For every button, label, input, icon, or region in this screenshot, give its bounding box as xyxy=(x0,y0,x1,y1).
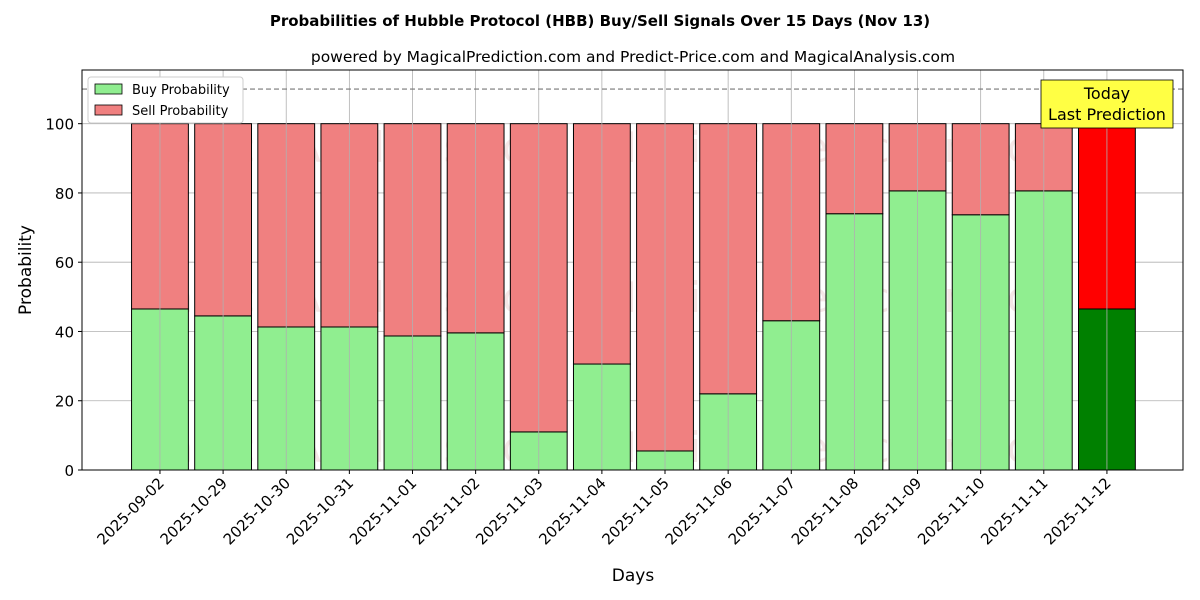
legend: Buy Probability Sell Probability xyxy=(87,76,244,124)
x-tick-label: 2025-09-02 xyxy=(93,474,167,548)
legend-label-buy: Buy Probability xyxy=(132,83,230,98)
x-tick-label: 2025-11-06 xyxy=(662,474,736,548)
y-tick-label: 40 xyxy=(55,323,74,341)
y-tick-label: 0 xyxy=(64,462,74,480)
x-tick-label: 2025-10-31 xyxy=(283,474,357,548)
y-tick-label: 20 xyxy=(55,393,74,411)
y-tick-label: 60 xyxy=(55,254,74,272)
chart-title: Probabilities of Hubble Protocol (HBB) B… xyxy=(270,12,930,30)
legend-swatch-buy xyxy=(94,83,123,95)
legend-swatch-sell xyxy=(94,104,123,116)
y-tick-label: 100 xyxy=(45,116,74,134)
x-tick-label: 2025-11-10 xyxy=(914,474,988,548)
x-axis-label: Days xyxy=(612,566,655,586)
plot-frame xyxy=(81,69,1184,471)
x-tick-label: 2025-10-30 xyxy=(220,474,294,548)
today-annotation: Today Last Prediction xyxy=(1040,79,1174,129)
x-tick-label: 2025-10-29 xyxy=(157,474,231,548)
x-tick-label: 2025-11-05 xyxy=(598,474,672,548)
legend-label-sell: Sell Probability xyxy=(132,104,229,119)
x-tick-label: 2025-11-04 xyxy=(535,474,609,548)
y-tick-label: 80 xyxy=(55,185,74,203)
x-tick-label: 2025-11-03 xyxy=(472,474,546,548)
chart-subtitle: powered by MagicalPrediction.com and Pre… xyxy=(311,48,955,66)
x-tick-label: 2025-11-08 xyxy=(788,474,862,548)
x-tick-label: 2025-11-02 xyxy=(409,474,483,548)
annotation-line1: Today xyxy=(1083,84,1130,103)
y-axis-label: Probability xyxy=(16,225,36,315)
x-tick-label: 2025-11-11 xyxy=(977,474,1051,548)
x-tick-label: 2025-11-12 xyxy=(1040,474,1114,548)
x-tick-label: 2025-11-07 xyxy=(725,474,799,548)
annotation-line2: Last Prediction xyxy=(1048,105,1166,124)
x-tick-label: 2025-11-09 xyxy=(851,474,925,548)
x-tick-label: 2025-11-01 xyxy=(346,474,420,548)
